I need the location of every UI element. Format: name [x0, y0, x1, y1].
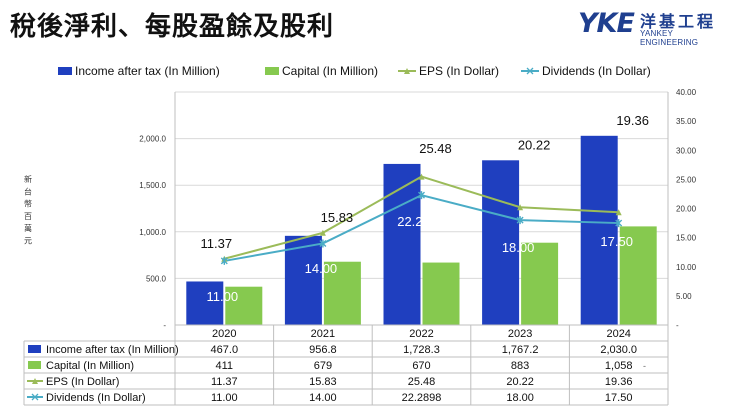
- x-tick-label: 2022: [409, 328, 433, 340]
- y-tick-label-left: 500.0: [146, 274, 167, 283]
- legend-label: Dividends (In Dollar): [542, 64, 651, 78]
- bar-income: [186, 281, 224, 325]
- table-legend-marker: [32, 378, 38, 384]
- y-tick-label-right: 10.00: [676, 263, 697, 272]
- y-tick-label-left: -: [163, 321, 166, 330]
- y-tick-label-right: 20.00: [676, 205, 697, 214]
- data-label-eps: 15.83: [321, 210, 354, 225]
- data-label-eps: 19.36: [616, 113, 649, 128]
- bar-income: [284, 235, 322, 325]
- table-cell: 15.83: [309, 376, 337, 388]
- point-dividends: [319, 239, 327, 248]
- table-cell: 11.37: [211, 376, 238, 388]
- y-tick-label-left: 1,500.0: [139, 181, 166, 190]
- y-tick-label-right: 5.00: [676, 292, 692, 301]
- legend-marker: [404, 68, 410, 74]
- table-cell: 1,767.2: [502, 344, 539, 356]
- table-cell: 14.00: [309, 392, 337, 404]
- data-label-eps: 11.37: [201, 236, 233, 251]
- data-label-eps: 25.48: [419, 141, 452, 156]
- legend-marker: [526, 67, 534, 75]
- y-axis-unit-label: 新台幣百萬元: [24, 174, 32, 246]
- table-cell: 679: [314, 360, 332, 372]
- point-eps: [615, 209, 622, 216]
- bar-capital: [521, 242, 559, 325]
- table-row-header: Dividends (In Dollar): [46, 392, 146, 404]
- y-tick-label-left: 2,000.0: [139, 135, 166, 144]
- legend-label: Income after tax (In Million): [75, 64, 220, 78]
- x-tick-label: 2024: [606, 328, 630, 340]
- stray-mark: -: [643, 361, 646, 371]
- logo-chinese-name: 洋基工程: [640, 12, 717, 31]
- x-tick-label: 2023: [508, 328, 532, 340]
- bar-income: [383, 163, 421, 325]
- table-cell: 17.50: [605, 392, 633, 404]
- data-label-dividends: 22.28: [397, 214, 430, 229]
- company-logo: YKE 洋基工程 YANKEY ENGINEERING: [578, 8, 728, 47]
- table-cell: 467.0: [211, 344, 239, 356]
- table-cell: 22.2898: [402, 392, 442, 404]
- y-tick-label-right: 40.00: [676, 88, 697, 97]
- point-dividends: [516, 216, 524, 225]
- data-label-dividends: 14.00: [305, 261, 338, 276]
- table-row-header: Capital (In Million): [46, 360, 134, 372]
- page-title: 稅後淨利、每股盈餘及股利: [10, 12, 335, 42]
- legend-label: Capital (In Million): [282, 64, 378, 78]
- data-label-dividends: 11.00: [207, 289, 239, 304]
- x-tick-label: 2021: [311, 328, 335, 340]
- y-tick-label-right: 25.00: [676, 175, 697, 184]
- legend-label: EPS (In Dollar): [419, 64, 499, 78]
- bar-income: [580, 135, 618, 325]
- legend-swatch: [58, 67, 72, 75]
- table-cell: 956.8: [309, 344, 337, 356]
- bar-capital: [422, 262, 460, 325]
- x-tick-label: 2020: [212, 328, 236, 340]
- table-row-header: Income after tax (In Million): [46, 344, 179, 356]
- table-cell: 20.22: [506, 376, 534, 388]
- table-cell: 883: [511, 360, 529, 372]
- table-cell: 1,058: [605, 360, 633, 372]
- bar-capital: [619, 226, 657, 325]
- point-dividends: [418, 191, 425, 200]
- table-cell: 2,030.0: [600, 344, 637, 356]
- data-label-eps: 20.22: [518, 137, 551, 152]
- table-cell: 11.00: [211, 392, 238, 404]
- point-eps: [517, 204, 524, 211]
- point-eps: [418, 173, 425, 180]
- table-cell: 19.36: [605, 376, 633, 388]
- table-legend-swatch: [28, 345, 41, 353]
- table-cell: 18.00: [506, 392, 534, 404]
- logo-english-name: YANKEY ENGINEERING: [640, 29, 699, 47]
- table-cell: 25.48: [408, 376, 436, 388]
- legend-swatch: [265, 67, 279, 75]
- point-dividends: [220, 256, 228, 265]
- table-legend-swatch: [28, 361, 41, 369]
- y-tick-label-right: 15.00: [676, 234, 697, 243]
- bar-income: [482, 160, 520, 325]
- bar-capital: [323, 261, 361, 325]
- bar-capital: [225, 286, 263, 325]
- data-label-dividends: 18.00: [502, 240, 535, 255]
- table-cell: 1,728.3: [403, 344, 440, 356]
- y-tick-label-right: 30.00: [676, 146, 697, 155]
- y-tick-label-left: 1,000.0: [139, 228, 166, 237]
- table-legend-marker: [31, 393, 39, 401]
- table-row-header: EPS (In Dollar): [46, 376, 119, 388]
- point-eps: [319, 229, 326, 236]
- point-dividends: [615, 219, 623, 228]
- table-cell: 670: [412, 360, 430, 372]
- y-tick-label-right: 35.00: [676, 117, 697, 126]
- table-cell: 411: [216, 360, 234, 372]
- data-label-dividends: 17.50: [600, 234, 633, 249]
- logo-mark: YKE: [578, 8, 635, 39]
- y-tick-label-right: -: [676, 321, 679, 330]
